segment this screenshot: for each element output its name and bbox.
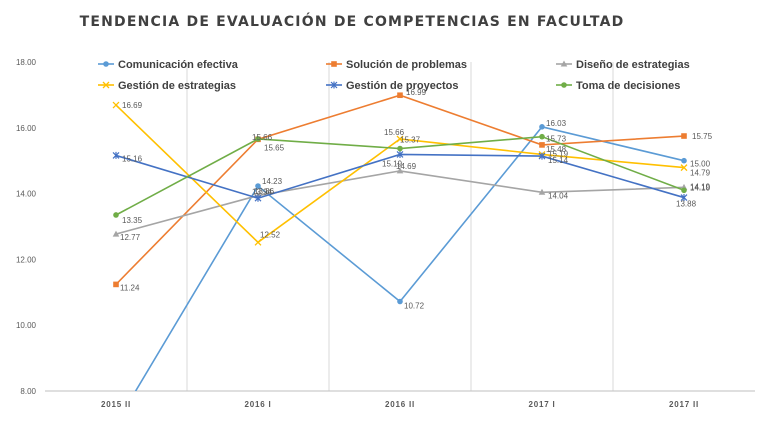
data-label: 12.77	[120, 233, 141, 242]
marker-square	[539, 142, 545, 148]
marker-square	[113, 281, 119, 288]
chart-series	[112, 92, 688, 391]
marker-square	[331, 61, 337, 67]
marker-square	[681, 133, 687, 139]
y-tick-label: 8.00	[20, 387, 36, 396]
data-label: 15.19	[382, 159, 403, 168]
marker-triangle	[560, 60, 568, 67]
marker-x	[102, 81, 110, 89]
data-label: 16.03	[546, 119, 567, 128]
y-tick-label: 18.00	[16, 58, 37, 67]
data-label: 15.16	[122, 154, 143, 163]
data-label: 14.19	[690, 182, 711, 191]
data-label: 15.65	[264, 143, 285, 152]
data-label: 13.94	[252, 188, 273, 197]
chart-data-labels: 14.23 10.72 16.03 15.00 11.24 15.65 16.99 15.48…	[120, 88, 713, 310]
legend-label: Gestión de proyectos	[346, 80, 458, 92]
chart-legend: Comunicación efectiva Solución de problem…	[98, 59, 690, 92]
data-label: 15.66	[252, 133, 273, 142]
marker-star	[330, 81, 338, 89]
marker-triangle	[396, 167, 404, 174]
data-label: 11.24	[120, 283, 140, 292]
y-tick-label: 12.00	[16, 255, 37, 264]
chart-axes: 8.00 10.00 12.00 14.00 16.00 18.00 2015 II 2016…	[16, 58, 755, 409]
marker-x	[112, 101, 120, 109]
x-tick-label: 2017 I	[528, 400, 555, 409]
data-label: 14.69	[396, 162, 417, 171]
data-label: 15.75	[692, 132, 713, 141]
marker-circle	[681, 157, 687, 164]
marker-triangle	[112, 230, 120, 237]
marker-circle	[561, 82, 567, 88]
marker-circle	[255, 136, 261, 142]
data-label: 15.66	[384, 128, 405, 137]
marker-triangle	[538, 188, 546, 195]
legend-label: Toma de decisiones	[576, 80, 680, 92]
marker-star	[254, 194, 262, 202]
data-label: 14.79	[690, 169, 711, 178]
data-label: 15.73	[546, 135, 567, 144]
marker-circle	[397, 298, 403, 305]
marker-x	[680, 164, 688, 172]
legend-label: Diseño de estrategias	[576, 59, 690, 71]
series-group	[113, 133, 687, 218]
data-label: 15.37	[400, 136, 421, 145]
marker-star	[680, 194, 688, 202]
data-label: 13.86	[254, 187, 275, 196]
marker-star	[112, 151, 120, 159]
series-group	[112, 150, 688, 202]
data-label: 14.23	[262, 177, 283, 186]
data-label: 15.19	[548, 149, 569, 158]
marker-star	[538, 152, 546, 160]
marker-circle	[255, 183, 261, 189]
marker-star	[396, 150, 404, 158]
marker-circle	[113, 212, 119, 218]
data-label: 16.99	[406, 88, 427, 97]
chart-title: TENDENCIA DE EVALUACIÓN DE COMPETENCIAS …	[80, 12, 625, 30]
marker-circle	[539, 124, 545, 130]
marker-square	[397, 92, 403, 99]
legend-label: Comunicación efectiva	[118, 59, 239, 71]
marker-x	[254, 238, 262, 246]
marker-circle	[539, 133, 545, 140]
data-label: 13.35	[122, 216, 143, 225]
marker-circle	[397, 145, 403, 152]
marker-x	[396, 135, 404, 143]
series-group	[112, 167, 688, 237]
y-tick-label: 14.00	[16, 190, 37, 199]
legend-label: Solución de problemas	[346, 59, 467, 71]
data-label: 15.00	[690, 160, 711, 169]
x-tick-label: 2016 I	[244, 400, 271, 409]
data-label: 14.10	[690, 183, 711, 192]
y-tick-label: 10.00	[16, 321, 37, 330]
data-label: 10.72	[404, 302, 425, 311]
legend-label: Gestión de estrategias	[118, 80, 236, 92]
data-label: 13.88	[676, 200, 697, 209]
x-tick-label: 2017 II	[669, 400, 699, 409]
x-tick-label: 2015 II	[101, 400, 131, 409]
series-group	[134, 124, 687, 391]
chart-grid	[186, 62, 614, 391]
x-tick-label: 2016 II	[385, 400, 415, 409]
y-tick-label: 16.00	[16, 124, 37, 133]
data-label: 15.48	[546, 145, 567, 154]
marker-circle	[681, 187, 687, 194]
series-line	[115, 104, 685, 244]
marker-circle	[103, 61, 109, 67]
data-label: 14.04	[548, 191, 569, 200]
data-label: 15.14	[548, 156, 569, 165]
data-label: 12.52	[260, 230, 281, 239]
data-label: 16.69	[122, 101, 143, 110]
